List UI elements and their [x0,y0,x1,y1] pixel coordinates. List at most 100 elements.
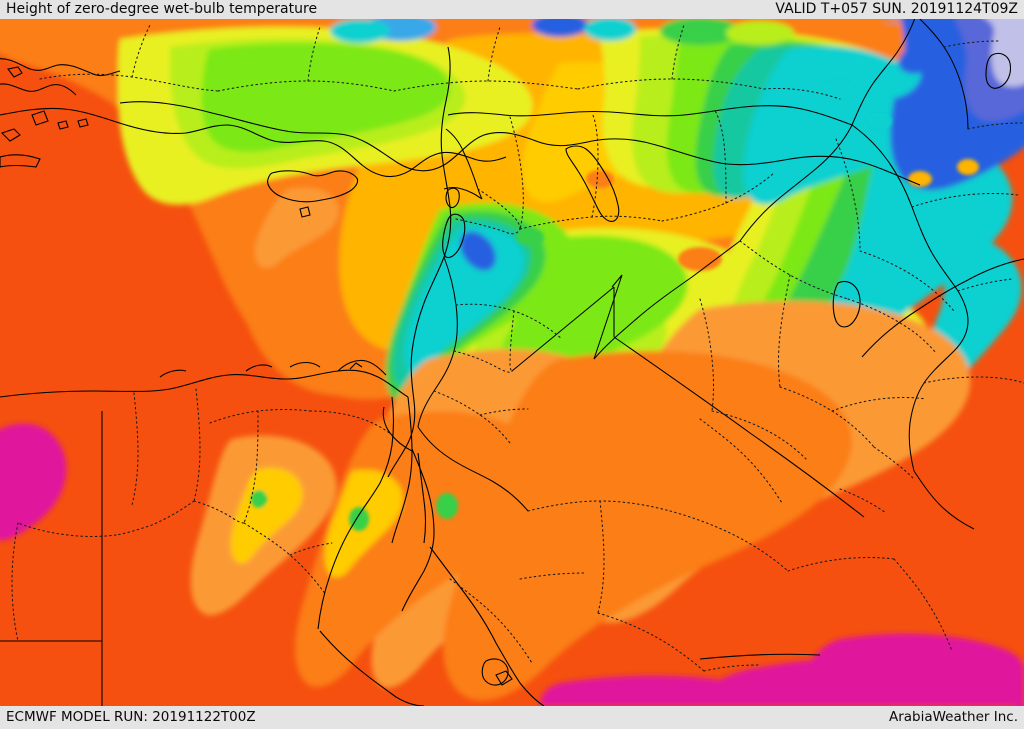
admin-saudi-c [669,510,789,572]
island-crete [0,154,41,168]
coast-redsea-island [481,658,509,686]
admin-egypt-h [243,522,327,596]
admin-turkey-e [393,80,579,92]
coldspot-cyan-turkey-2 [868,113,892,129]
admin-turkey-g [577,78,765,90]
border-israel-lebanon [443,186,483,200]
contour-small-features [249,80,979,531]
footer-bar: ECMWF MODEL RUN: 20191122T00Z ArabiaWeat… [0,706,1024,729]
admin-saudi-k [839,488,887,514]
admin-iraq-e [831,396,927,412]
hotspot-amber-iran-2 [957,159,979,175]
border-iraq-jordan-saudi [593,240,741,360]
admin-saudi-g [519,572,587,580]
admin-saudi-e [787,556,895,572]
admin-egypt-c [115,500,195,536]
lake-urmia [985,52,1012,89]
river-euphrates-lake [565,145,620,222]
border-syria-iraq [739,124,853,242]
border-iraq-iran [851,124,969,472]
contour-light-orange-cyprus [254,187,339,268]
admin-jordan-c [453,350,513,373]
border-saudi-iraq-diagonal [613,336,865,518]
admin-turkey-b [131,24,151,78]
coast-turkey-south-main [119,101,921,186]
lake-tharthar [832,280,861,328]
national-borders-layer [0,19,975,706]
admin-turkey-i [763,88,841,100]
admin-saudi-i [893,558,953,652]
admin-iran-b [957,278,1013,292]
admin-syria-d [661,172,775,222]
weather-contour-map[interactable] [0,19,1024,706]
coast-persian-gulf [861,258,1024,358]
admin-iraq-i [835,138,861,252]
coast-egypt-north [0,361,409,398]
admin-syria-f [477,188,521,230]
admin-saudi-d [597,612,705,672]
contour-lavender-east-edge [1000,36,1024,40]
admin-egypt-d [17,522,117,538]
border-turkey-iran [851,19,916,126]
island-cyprus [267,170,359,203]
model-run-label: ECMWF MODEL RUN: 20191122T00Z [6,709,256,725]
admin-turkey-h [671,24,685,80]
border-lebanon-syria [445,128,483,200]
border-jordan-saudi-south [417,426,529,512]
contour-blue-north-b [532,19,588,37]
coastline-layer [0,46,1024,706]
border-jordan-saudi-straight [511,286,615,372]
contour-magenta-arabia-tail [799,633,1024,706]
admin-iraq-j [859,250,955,312]
coast-red-sea-east [429,546,545,706]
admin-syria-e [713,108,727,204]
coast-redsea-island-2 [495,670,513,686]
admin-saudi-j [699,418,783,504]
admin-iraq-h [873,446,915,480]
coldspot-cyan-turkey-1 [824,80,852,98]
admin-borders-layer [11,24,1024,672]
contour-blue-hermon-core [460,231,496,271]
coldspot-green-egypt [251,490,267,508]
contour-cyan-north-a [330,19,390,43]
contour-green-north-c [660,19,740,45]
island-rhodes [31,110,49,126]
lake-dead-sea [442,213,466,259]
admin-iraq-g [711,410,807,460]
admin-egypt-e [11,522,19,642]
border-israel-egypt-sinai [382,406,413,452]
island-aegean-1 [7,66,23,78]
border-saudi-south [699,653,821,660]
map-canvas[interactable] [0,19,1024,706]
border-turkey-syria [447,105,853,126]
contour-orange-saudi-n [443,350,852,701]
admin-egypt-a [131,392,139,506]
admin-egypt-b [193,388,201,502]
coast-sinai-east [401,448,435,612]
coldspot-green-syria-a [516,228,544,246]
page-title: Height of zero-degree wet-bulb temperatu… [6,1,318,17]
contour-magenta-south-arabia-b [540,675,808,706]
admin-iran-c [967,122,1023,130]
admin-iran-d [923,376,1024,384]
admin-iran-a [911,192,1019,208]
admin-iran-e [943,40,999,48]
contour-field [0,19,1024,706]
admin-egypt-j [309,410,393,436]
coast-aqaba [417,452,427,544]
provider-label: ArabiaWeather Inc. [888,709,1018,725]
coldspot-green-syria-b [550,249,586,269]
admin-saudi-b [597,500,605,614]
hotspot-gold-sinai-1 [249,473,281,495]
header-bar: Height of zero-degree wet-bulb temperatu… [0,0,1024,19]
island-small-1 [57,120,69,130]
coast-nile-delta [337,359,387,376]
contour-lime-north-d [726,21,794,45]
admin-saudi-h [449,578,533,664]
contour-green-turkey-north [201,43,450,152]
island-aegean-2 [0,128,21,142]
admin-syria-g [455,218,521,235]
coast-suez-gulf [317,396,413,630]
admin-egypt-i [289,542,333,556]
